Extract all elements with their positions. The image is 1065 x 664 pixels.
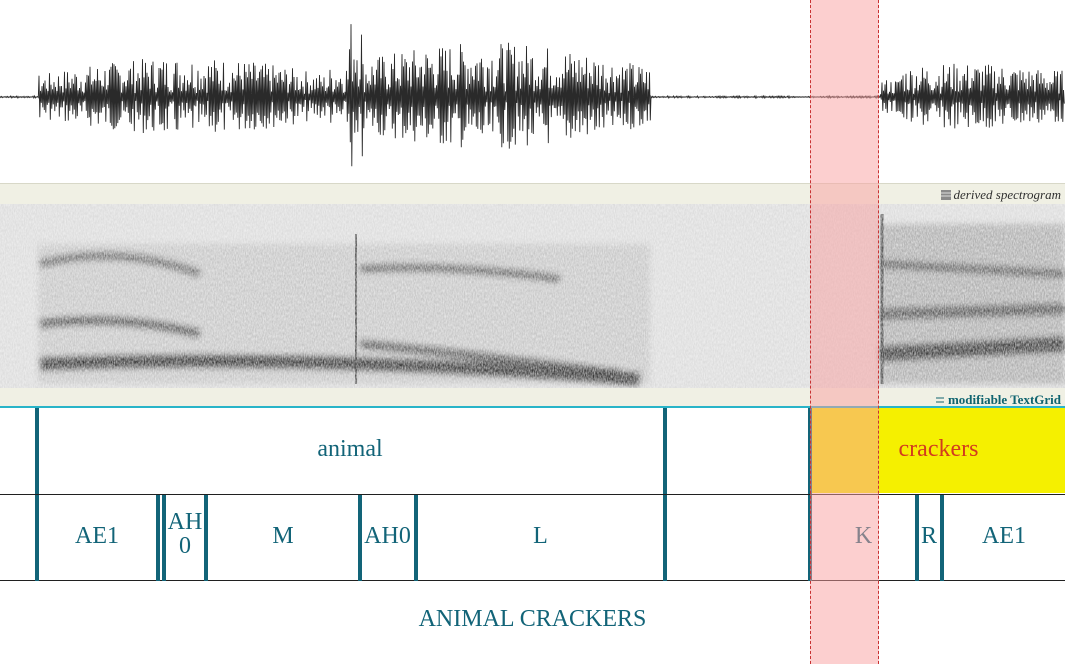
phone-interval-label[interactable]: AH 0 bbox=[167, 509, 203, 559]
tier-divider-phones-utterance bbox=[0, 580, 1065, 581]
waveform-plot bbox=[0, 24, 1065, 167]
utterance-interval-label[interactable]: ANIMAL CRACKERS bbox=[418, 606, 647, 632]
phone-boundary[interactable] bbox=[414, 495, 418, 581]
phone-interval-label[interactable]: M bbox=[272, 523, 294, 549]
word-interval-label[interactable]: animal bbox=[317, 436, 383, 462]
spectrogram-label-wrap: derived spectrogram bbox=[940, 187, 1061, 203]
phone-boundary[interactable] bbox=[663, 495, 667, 581]
textgrid-icon bbox=[935, 393, 945, 403]
phone-boundary[interactable] bbox=[940, 495, 944, 581]
phone-boundary[interactable] bbox=[204, 495, 208, 581]
phone-interval-label[interactable]: AH0 bbox=[364, 523, 411, 549]
textgrid-label-wrap: modifiable TextGrid bbox=[935, 392, 1061, 408]
spectrogram-icon bbox=[940, 188, 951, 200]
spectrogram-header: derived spectrogram bbox=[0, 183, 1065, 204]
phone-boundary[interactable] bbox=[35, 495, 39, 581]
waveform-panel[interactable] bbox=[0, 0, 1065, 183]
phone-interval-label[interactable]: L bbox=[533, 523, 548, 549]
phone-boundary[interactable] bbox=[915, 495, 919, 581]
word-boundary[interactable] bbox=[663, 408, 667, 494]
phone-interval-label[interactable]: K bbox=[854, 523, 873, 549]
textgrid-header: modifiable TextGrid bbox=[0, 388, 1065, 408]
phone-interval-label[interactable]: AE1 bbox=[75, 523, 119, 549]
spectrogram-image bbox=[0, 204, 1065, 388]
phone-boundary[interactable] bbox=[156, 495, 160, 581]
phone-boundary[interactable] bbox=[162, 495, 166, 581]
phone-boundary[interactable] bbox=[358, 495, 362, 581]
phone-interval-label[interactable]: AE1 bbox=[982, 523, 1026, 549]
waveform-trace bbox=[0, 24, 1065, 167]
spectrogram-panel[interactable] bbox=[0, 204, 1065, 388]
tier-divider-words-phones bbox=[0, 494, 1065, 495]
word-boundary[interactable] bbox=[35, 408, 39, 494]
word-interval-label-selected[interactable]: crackers bbox=[898, 436, 979, 462]
textgrid-label: modifiable TextGrid bbox=[947, 392, 1061, 407]
phone-interval-label[interactable]: R bbox=[920, 523, 937, 549]
spectrogram-label: derived spectrogram bbox=[953, 187, 1061, 202]
